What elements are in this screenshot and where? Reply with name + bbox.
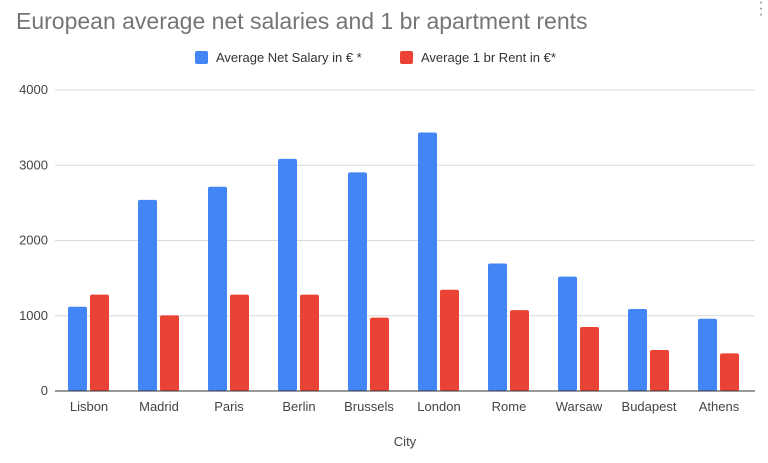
bar-salary-madrid xyxy=(138,199,157,391)
more-vert-icon[interactable]: · · · xyxy=(758,0,764,23)
bar-rent-paris xyxy=(230,294,249,391)
bar-salary-rome xyxy=(488,263,507,391)
legend-swatch xyxy=(400,51,413,64)
x-tick-label: Madrid xyxy=(139,399,179,414)
x-tick-label: London xyxy=(417,399,460,414)
legend-label: Average 1 br Rent in €* xyxy=(421,50,556,65)
bar-rent-berlin xyxy=(300,294,319,391)
bar-rent-rome xyxy=(510,310,529,391)
bar-salary-paris xyxy=(208,186,227,391)
x-tick-label: Lisbon xyxy=(70,399,108,414)
x-tick-label: Warsaw xyxy=(556,399,603,414)
x-tick-label: Budapest xyxy=(622,399,677,414)
bar-rent-london xyxy=(440,289,459,391)
bar-salary-brussels xyxy=(348,172,367,391)
bar-salary-budapest xyxy=(628,308,647,391)
bar-salary-warsaw xyxy=(558,276,577,391)
bar-salary-athens xyxy=(698,318,717,391)
bar-rent-budapest xyxy=(650,349,669,391)
x-tick-label: Paris xyxy=(214,399,244,414)
bar-salary-berlin xyxy=(278,158,297,391)
bar-rent-lisbon xyxy=(90,294,109,391)
bar-rent-athens xyxy=(720,353,739,391)
x-tick-label: Brussels xyxy=(344,399,394,414)
bar-salary-london xyxy=(418,132,437,392)
bar-salary-lisbon xyxy=(68,306,87,391)
y-tick-label: 4000 xyxy=(19,82,48,97)
x-tick-label: Berlin xyxy=(282,399,315,414)
chart-title: European average net salaries and 1 br a… xyxy=(16,8,588,34)
y-tick-label: 1000 xyxy=(19,308,48,323)
y-tick-label: 2000 xyxy=(19,233,48,248)
bar-rent-warsaw xyxy=(580,327,599,391)
y-tick-label: 0 xyxy=(41,383,48,398)
x-axis-label: City xyxy=(394,434,417,449)
x-tick-label: Rome xyxy=(492,399,527,414)
bar-rent-brussels xyxy=(370,317,389,391)
x-tick-label: Athens xyxy=(699,399,740,414)
legend-swatch xyxy=(195,51,208,64)
y-tick-label: 3000 xyxy=(19,157,48,172)
bar-rent-madrid xyxy=(160,315,179,391)
legend-label: Average Net Salary in € * xyxy=(216,50,362,65)
